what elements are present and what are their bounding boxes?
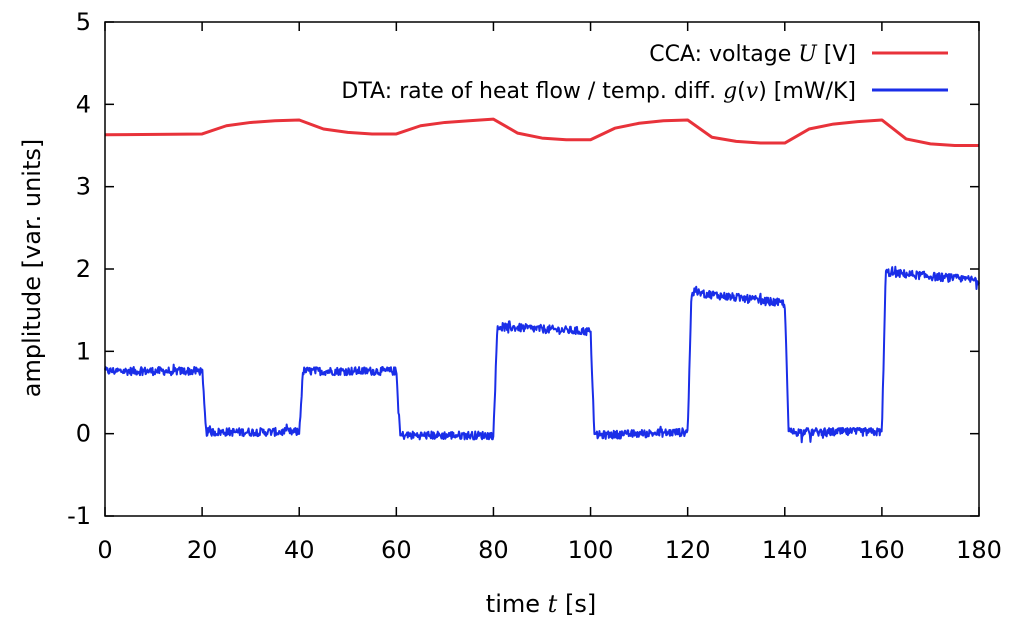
series-line-dta <box>104 265 980 444</box>
x-tick-label: 20 <box>187 536 218 564</box>
legend-dta-arg: v <box>746 79 759 104</box>
x-axis-label: time t [s] <box>486 590 596 618</box>
y-tick-label: 2 <box>76 255 91 283</box>
legend-dta-var: g <box>723 79 737 104</box>
legend-cca-prefix: CCA: voltage <box>649 42 791 67</box>
x-tick-label: 180 <box>956 536 1002 564</box>
legend-dta-open-paren: ( <box>737 79 746 104</box>
series-line-cca <box>104 117 979 147</box>
y-tick-label: -1 <box>67 502 91 530</box>
x-tick-label: 100 <box>568 536 614 564</box>
legend-dta-unit: [mW/K] <box>774 79 856 104</box>
x-tick-label: 60 <box>381 536 412 564</box>
x-tick-label: 40 <box>284 536 315 564</box>
y-tick-label: 3 <box>76 173 91 201</box>
legend-label-cca: CCA: voltage U [V] <box>649 42 856 67</box>
y-tick-label: 4 <box>76 90 91 118</box>
series-layer <box>104 117 980 444</box>
tick-marks <box>104 21 980 517</box>
legend-dta-prefix: DTA: rate of heat flow / temp. diff. <box>341 79 716 104</box>
plot-frame <box>104 21 980 517</box>
legend-cca-var: U <box>798 42 818 67</box>
y-tick-label: 1 <box>76 337 91 365</box>
x-axis-label-text: time <box>486 590 540 618</box>
y-axis-label: amplitude [var. units] <box>18 139 46 397</box>
y-tick-label: 5 <box>76 8 91 36</box>
x-tick-label: 160 <box>859 536 905 564</box>
x-tick-label: 140 <box>762 536 808 564</box>
x-axis-label-var: t <box>548 590 558 618</box>
x-tick-label: 120 <box>665 536 711 564</box>
x-axis-label-unit: [s] <box>565 590 596 618</box>
x-tick-label: 0 <box>97 536 112 564</box>
legend-dta-close-paren: ) <box>758 79 767 104</box>
legend: CCA: voltage U [V] DTA: rate of heat flo… <box>341 42 948 104</box>
legend-cca-unit: [V] <box>824 42 856 67</box>
x-tick-label: 80 <box>478 536 509 564</box>
legend-label-dta: DTA: rate of heat flow / temp. diff. g(v… <box>341 79 856 104</box>
y-tick-label: 0 <box>76 420 91 448</box>
